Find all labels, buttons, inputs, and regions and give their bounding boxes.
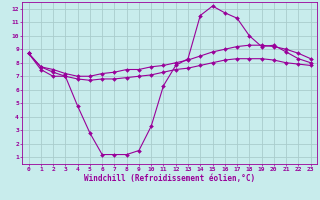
- X-axis label: Windchill (Refroidissement éolien,°C): Windchill (Refroidissement éolien,°C): [84, 174, 255, 183]
